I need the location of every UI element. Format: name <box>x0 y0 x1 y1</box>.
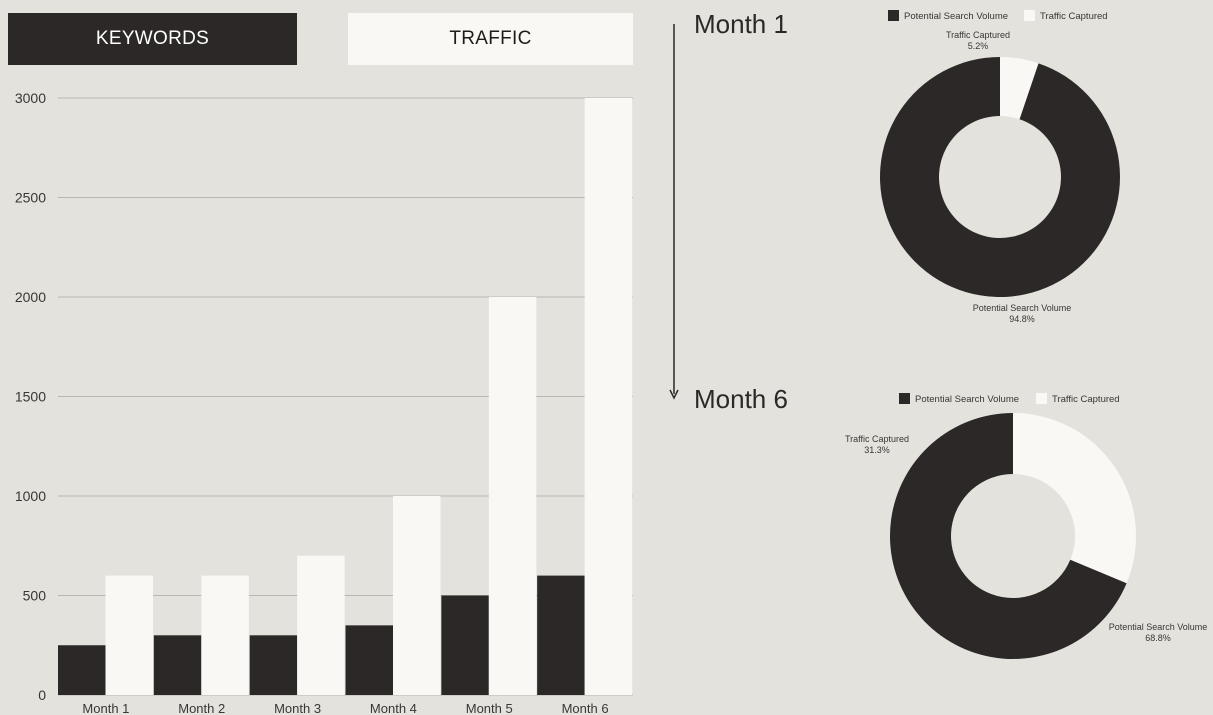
legend-swatch <box>1024 10 1035 21</box>
bar <box>201 575 249 695</box>
bar <box>153 635 202 695</box>
bar <box>441 595 489 695</box>
y-tick-label: 1500 <box>15 389 46 405</box>
legend-label: Traffic Captured <box>1040 11 1108 22</box>
bar <box>105 575 153 695</box>
x-tick-label: Month 1 <box>82 701 129 715</box>
slice-value-label: 68.8% <box>1145 633 1171 643</box>
x-tick-label: Month 3 <box>274 701 321 715</box>
slice-label: Traffic Captured <box>845 434 909 444</box>
timeline-end-label: Month 6 <box>694 384 788 414</box>
x-tick-label: Month 5 <box>466 701 513 715</box>
bar <box>345 625 393 695</box>
legend-swatch <box>888 10 899 21</box>
y-tick-label: 2000 <box>15 289 46 305</box>
slice-label: Traffic Captured <box>946 30 1010 40</box>
x-tick-label: Month 6 <box>562 701 609 715</box>
y-tick-label: 0 <box>38 687 46 703</box>
y-tick-label: 500 <box>23 588 47 604</box>
bar <box>584 98 633 695</box>
x-tick-label: Month 4 <box>370 701 417 715</box>
bar <box>58 645 106 695</box>
bar <box>393 496 441 695</box>
donut-slice <box>879 57 1120 297</box>
bar <box>488 297 537 695</box>
y-tick-label: 1000 <box>15 488 46 504</box>
donut-slice <box>889 413 1127 659</box>
legend-swatch <box>1036 393 1047 404</box>
tab-keywords[interactable]: KEYWORDS <box>8 13 297 65</box>
tab-traffic[interactable]: TRAFFIC <box>348 13 633 65</box>
y-tick-label: 2500 <box>15 190 46 206</box>
donut-slice <box>1013 413 1136 584</box>
arrow-head-icon <box>669 389 679 400</box>
slice-value-label: 31.3% <box>864 445 890 455</box>
legend-label: Potential Search Volume <box>915 394 1019 405</box>
slice-label: Potential Search Volume <box>1109 622 1208 632</box>
bar-chart: 0 500 1000 1500 2000 2500 3000 Month 1 Month 2 Mo… <box>15 90 633 715</box>
y-tick-label: 3000 <box>15 90 46 106</box>
legend-swatch <box>899 393 910 404</box>
slice-value-label: 94.8% <box>1009 314 1035 324</box>
timeline-start-label: Month 1 <box>694 9 788 39</box>
bar <box>297 555 345 695</box>
timeline-arrow <box>669 24 679 400</box>
donut-slice <box>1000 57 1039 120</box>
slice-label: Potential Search Volume <box>973 303 1072 313</box>
legend-label: Potential Search Volume <box>904 11 1008 22</box>
slice-value-label: 5.2% <box>968 41 989 51</box>
bar <box>537 575 585 695</box>
legend-label: Traffic Captured <box>1052 394 1120 405</box>
x-tick-label: Month 2 <box>178 701 225 715</box>
bar <box>249 635 298 695</box>
